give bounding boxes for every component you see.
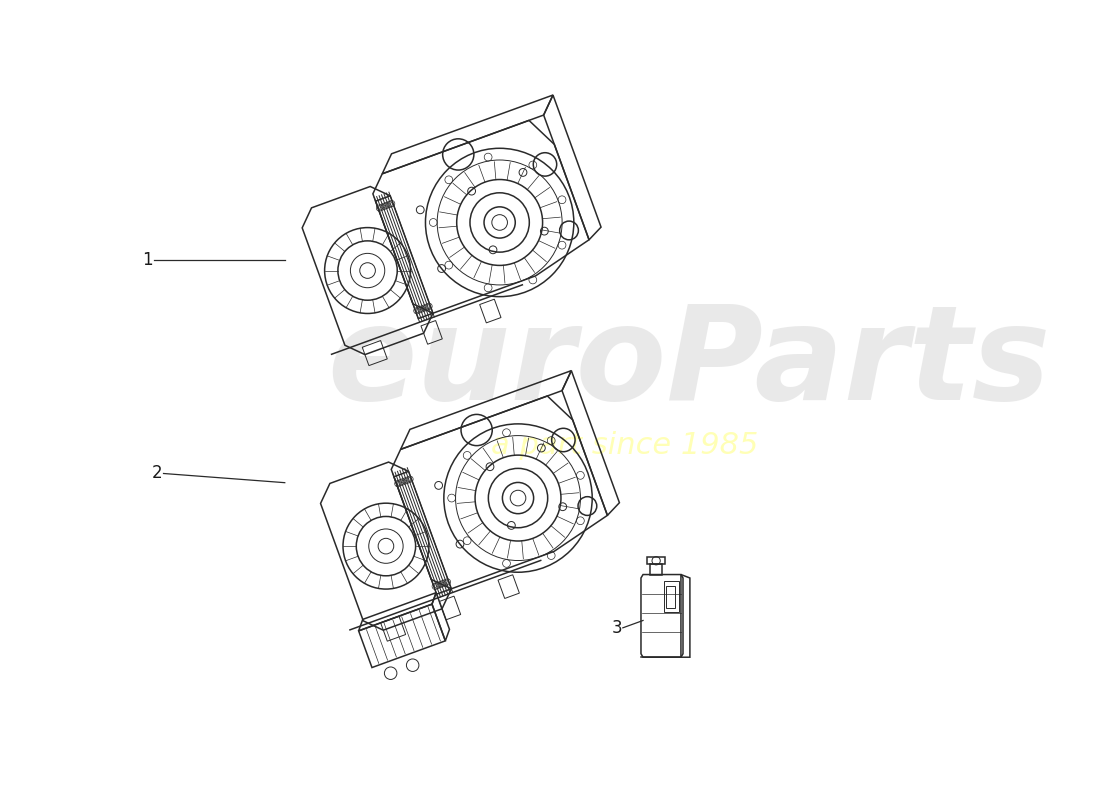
Text: euroParts: euroParts bbox=[327, 300, 1050, 426]
Text: 2: 2 bbox=[152, 465, 162, 482]
Text: 3: 3 bbox=[612, 619, 623, 637]
Text: 1: 1 bbox=[142, 251, 153, 270]
Text: a part since 1985: a part since 1985 bbox=[491, 431, 758, 461]
